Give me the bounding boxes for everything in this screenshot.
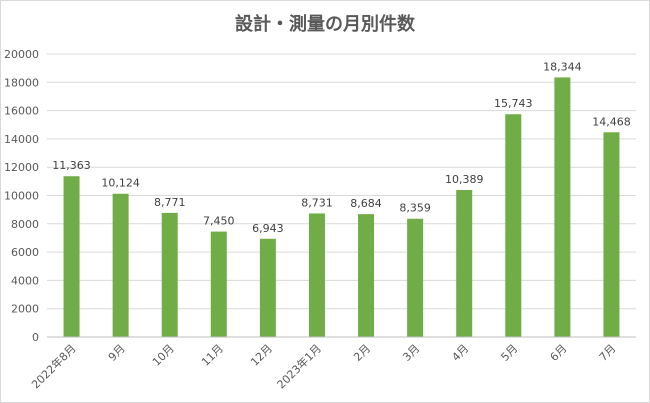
data-label: 10,389 xyxy=(445,173,484,186)
x-tick-label: 5月 xyxy=(498,342,520,364)
x-tick-label: 12月 xyxy=(248,342,275,369)
bar xyxy=(259,238,276,337)
bar xyxy=(161,212,178,337)
data-label: 8,771 xyxy=(154,196,186,209)
x-tick-label: 9月 xyxy=(106,342,128,364)
data-label: 8,684 xyxy=(350,197,382,210)
chart-title: 設計・測量の月別件数 xyxy=(235,14,415,35)
x-tick-label: 11月 xyxy=(199,342,226,369)
y-tick-label: 6000 xyxy=(11,246,39,259)
data-label: 18,344 xyxy=(543,60,582,73)
y-tick-label: 14000 xyxy=(4,133,39,146)
x-tick-label: 6月 xyxy=(548,342,570,364)
y-tick-label: 16000 xyxy=(4,105,39,118)
y-tick-label: 18000 xyxy=(4,76,39,89)
data-label: 7,450 xyxy=(203,215,235,228)
data-label: 11,363 xyxy=(52,159,91,172)
y-tick-label: 2000 xyxy=(11,303,39,316)
x-tick-label: 7月 xyxy=(597,342,619,364)
data-label: 8,359 xyxy=(399,202,431,215)
x-tick-label: 10月 xyxy=(150,342,177,369)
bar xyxy=(603,132,620,337)
x-tick-label: 2月 xyxy=(351,342,373,364)
x-tick-label: 2022年8月 xyxy=(28,341,78,391)
bar xyxy=(407,218,424,337)
data-label: 10,124 xyxy=(101,177,140,190)
bar xyxy=(554,77,571,337)
y-tick-label: 10000 xyxy=(4,190,39,203)
x-tick-label: 2023年1月 xyxy=(274,341,324,391)
data-label: 6,943 xyxy=(252,222,284,235)
bar xyxy=(456,189,473,337)
y-tick-label: 8000 xyxy=(11,218,39,231)
bar xyxy=(210,231,227,337)
data-label: 8,731 xyxy=(301,196,333,209)
bar xyxy=(112,193,129,337)
y-tick-label: 0 xyxy=(32,331,39,344)
y-tick-label: 4000 xyxy=(11,274,39,287)
data-label: 15,743 xyxy=(494,97,533,110)
data-label: 14,468 xyxy=(592,115,631,128)
bar xyxy=(63,176,80,337)
bar xyxy=(358,214,375,337)
y-tick-label: 12000 xyxy=(4,161,39,174)
y-tick-label: 20000 xyxy=(4,48,39,61)
x-tick-label: 3月 xyxy=(400,342,422,364)
bar xyxy=(505,114,522,338)
x-tick-label: 4月 xyxy=(449,342,471,364)
bar xyxy=(308,213,325,337)
